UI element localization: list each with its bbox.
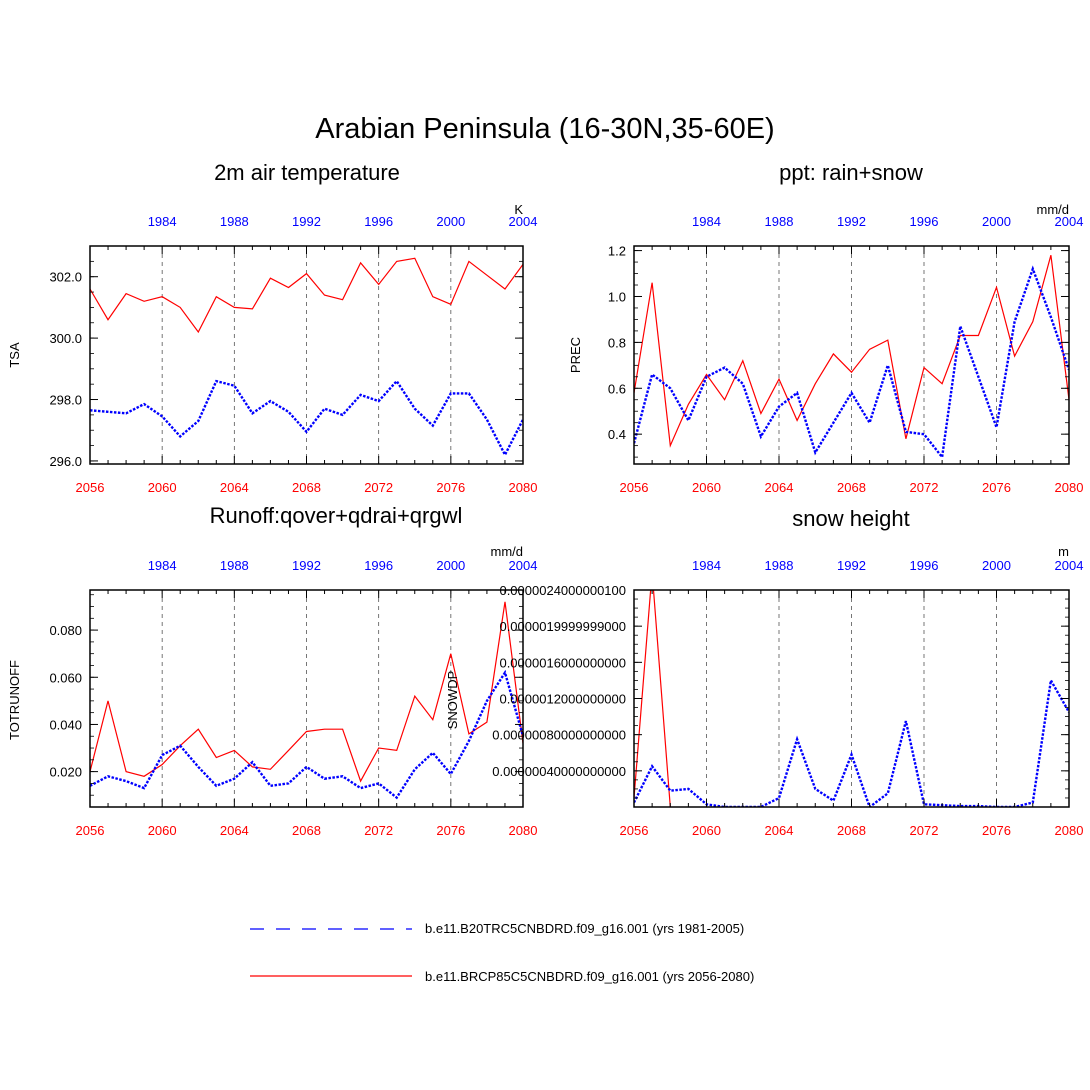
y-tick-label: 1.0 — [608, 289, 626, 304]
y-tick-label: 0.0000024000000100 — [499, 583, 626, 598]
x-top-tick-label: 1996 — [364, 214, 393, 229]
x-tick-label: 2072 — [364, 480, 393, 495]
x-top-tick-label: 1992 — [837, 214, 866, 229]
x-top-tick-label: 1996 — [910, 214, 939, 229]
y-tick-label: 0.0000012000000000 — [499, 692, 626, 707]
x-top-tick-label: 1992 — [837, 558, 866, 573]
x-tick-label: 2076 — [982, 823, 1011, 838]
y-tick-label: 0.6 — [608, 381, 626, 396]
y-axis-label: PREC — [568, 337, 583, 373]
series-line-historical — [90, 669, 523, 800]
y-tick-label: 300.0 — [49, 331, 82, 346]
legend-label-future: b.e11.BRCP85C5CNBDRD.f09_g16.001 (yrs 20… — [425, 969, 754, 984]
y-tick-label: 1.2 — [608, 244, 626, 259]
x-top-tick-label: 2000 — [982, 558, 1011, 573]
series-line-historical — [90, 379, 523, 458]
x-tick-label: 2068 — [292, 823, 321, 838]
x-top-tick-label: 1992 — [292, 558, 321, 573]
x-tick-label: 2080 — [509, 823, 538, 838]
series-line-future — [90, 257, 523, 334]
x-tick-label: 2080 — [1055, 480, 1084, 495]
x-tick-label: 2064 — [220, 823, 249, 838]
x-tick-label: 2072 — [910, 480, 939, 495]
x-tick-label: 2064 — [220, 480, 249, 495]
x-tick-label: 2076 — [436, 480, 465, 495]
y-tick-label: 0.8 — [608, 335, 626, 350]
x-tick-label: 2072 — [364, 823, 393, 838]
series-line-historical — [634, 265, 1069, 461]
legend: b.e11.B20TRC5CNBDRD.f09_g16.001 (yrs 198… — [250, 921, 754, 984]
x-top-tick-label: 2000 — [436, 214, 465, 229]
x-top-tick-label: 1988 — [220, 214, 249, 229]
x-tick-label: 2056 — [76, 823, 105, 838]
units-label: K — [514, 202, 523, 217]
y-tick-label: 0.00000040000000000 — [492, 764, 626, 779]
y-axis-label: TSA — [7, 342, 22, 368]
x-top-tick-label: 1984 — [148, 214, 177, 229]
x-tick-label: 2080 — [509, 480, 538, 495]
x-tick-label: 2068 — [292, 480, 321, 495]
x-top-tick-label: 1996 — [910, 558, 939, 573]
y-tick-label: 0.0000016000000000 — [499, 655, 626, 670]
x-tick-label: 2056 — [620, 823, 649, 838]
units-label: m — [1058, 544, 1069, 559]
y-tick-label: 298.0 — [49, 393, 82, 408]
x-top-tick-label: 2000 — [436, 558, 465, 573]
panel-title: snow height — [792, 506, 909, 531]
y-tick-label: 0.060 — [49, 670, 82, 685]
x-tick-label: 2064 — [765, 480, 794, 495]
x-top-tick-label: 1984 — [692, 214, 721, 229]
x-tick-label: 2068 — [837, 823, 866, 838]
x-top-tick-label: 2004 — [1055, 558, 1084, 573]
y-tick-label: 0.4 — [608, 427, 626, 442]
x-tick-label: 2072 — [910, 823, 939, 838]
x-top-tick-label: 1988 — [765, 558, 794, 573]
x-tick-label: 2060 — [692, 480, 721, 495]
x-tick-label: 2056 — [76, 480, 105, 495]
y-tick-label: 0.080 — [49, 623, 82, 638]
panel-snow-height: snow height m SNOWDP 2056 2060 2064 2068 207… — [445, 506, 1083, 838]
x-tick-label: 2060 — [692, 823, 721, 838]
panel-title: Runoff:qover+qdrai+qrgwl — [210, 503, 463, 528]
x-top-tick-label: 1996 — [364, 558, 393, 573]
figure-title: Arabian Peninsula (16-30N,35-60E) — [315, 113, 774, 145]
panel-air-temperature: 2m air temperature K TSA 2056 2060 2064 206… — [7, 160, 537, 495]
legend-label-historical: b.e11.B20TRC5CNBDRD.f09_g16.001 (yrs 198… — [425, 921, 744, 936]
x-tick-label: 2060 — [148, 823, 177, 838]
x-top-tick-label: 2000 — [982, 214, 1011, 229]
x-tick-label: 2068 — [837, 480, 866, 495]
x-tick-label: 2060 — [148, 480, 177, 495]
y-axis-label: SNOWDP — [445, 671, 460, 730]
x-top-tick-label: 1984 — [692, 558, 721, 573]
x-top-tick-label: 1988 — [765, 214, 794, 229]
panel-runoff: Runoff:qover+qdrai+qrgwl mm/d TOTRUNOFF … — [7, 503, 537, 838]
y-axis-label: TOTRUNOFF — [7, 660, 22, 740]
y-tick-label: 0.00000080000000000 — [492, 728, 626, 743]
y-tick-label: 0.040 — [49, 717, 82, 732]
x-tick-label: 2080 — [1055, 823, 1084, 838]
panel-precipitation: ppt: rain+snow mm/d PREC 2056 2060 2064 206… — [568, 160, 1083, 495]
series-line-future — [634, 255, 1069, 448]
y-tick-label: 302.0 — [49, 270, 82, 285]
y-tick-label: 0.020 — [49, 765, 82, 780]
x-tick-label: 2076 — [982, 480, 1011, 495]
x-top-tick-label: 1988 — [220, 558, 249, 573]
x-top-tick-label: 2004 — [1055, 214, 1084, 229]
x-tick-label: 2056 — [620, 480, 649, 495]
units-label: mm/d — [491, 544, 524, 559]
panel-title: ppt: rain+snow — [779, 160, 923, 185]
panel-title: 2m air temperature — [214, 160, 400, 185]
x-tick-label: 2076 — [436, 823, 465, 838]
x-top-tick-label: 1992 — [292, 214, 321, 229]
x-top-tick-label: 1984 — [148, 558, 177, 573]
units-label: mm/d — [1037, 202, 1070, 217]
y-tick-label: 0.0000019999999000 — [499, 619, 626, 634]
y-tick-label: 296.0 — [49, 454, 82, 469]
x-tick-label: 2064 — [765, 823, 794, 838]
x-top-tick-label: 2004 — [509, 214, 538, 229]
x-top-tick-label: 2004 — [509, 558, 538, 573]
series-line-future — [90, 601, 523, 783]
